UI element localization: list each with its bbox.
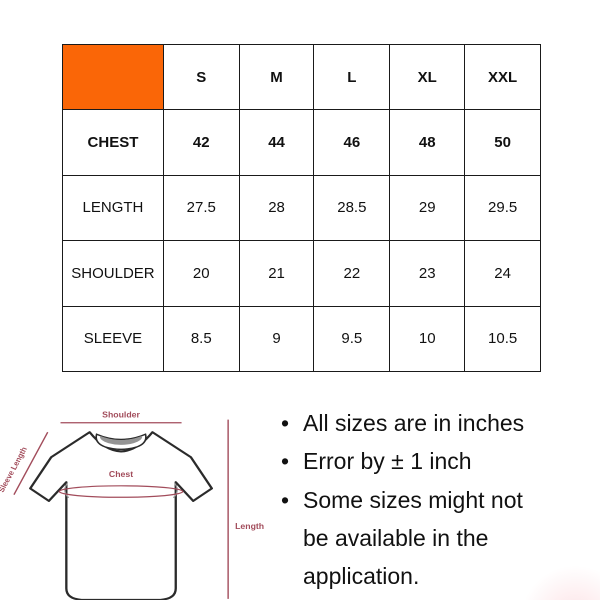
svg-text:Sleeve Length: Sleeve Length — [0, 445, 29, 493]
svg-text:Length: Length — [235, 522, 264, 530]
svg-text:Chest: Chest — [109, 470, 133, 478]
svg-text:Shoulder: Shoulder — [102, 411, 141, 419]
